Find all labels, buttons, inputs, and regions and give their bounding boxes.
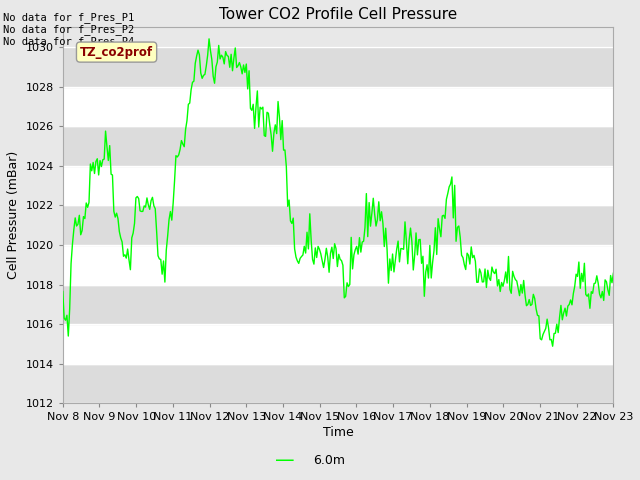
Title: Tower CO2 Profile Cell Pressure: Tower CO2 Profile Cell Pressure — [219, 7, 457, 22]
Bar — [63, 324, 613, 364]
Bar — [63, 87, 613, 126]
Text: 6.0m: 6.0m — [314, 454, 346, 468]
Bar — [63, 166, 613, 205]
Bar — [63, 245, 613, 285]
Bar — [63, 285, 613, 324]
Bar — [63, 47, 613, 87]
Text: No data for f_Pres_P4: No data for f_Pres_P4 — [3, 36, 134, 47]
Bar — [63, 364, 613, 403]
Text: —: — — [275, 451, 295, 470]
Text: No data for f_Pres_P2: No data for f_Pres_P2 — [3, 24, 134, 35]
Text: No data for f_Pres_P1: No data for f_Pres_P1 — [3, 12, 134, 23]
Y-axis label: Cell Pressure (mBar): Cell Pressure (mBar) — [7, 151, 20, 279]
Bar — [63, 205, 613, 245]
X-axis label: Time: Time — [323, 426, 353, 440]
Text: TZ_co2prof: TZ_co2prof — [80, 46, 153, 59]
Bar — [63, 126, 613, 166]
